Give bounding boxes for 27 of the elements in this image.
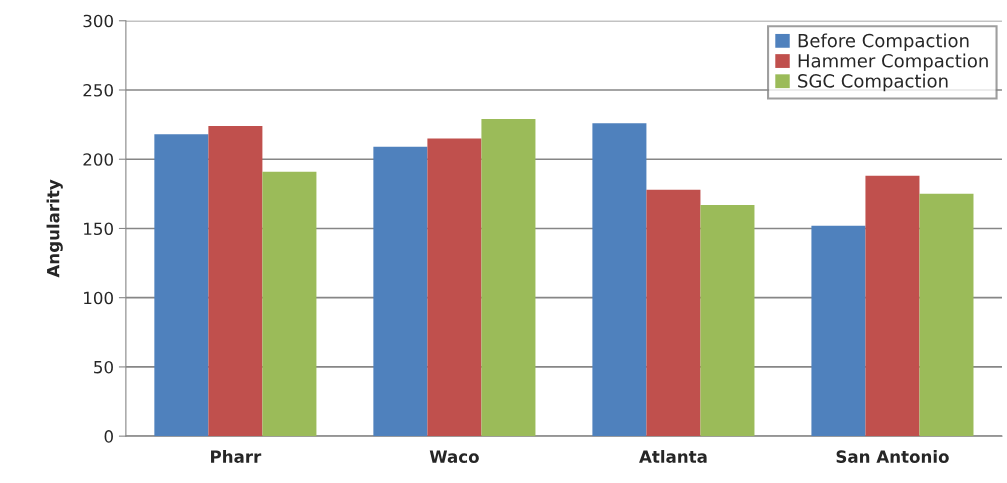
bar [592, 123, 647, 437]
y-tick-label: 100 [84, 291, 113, 305]
legend-label: Before Compaction [798, 33, 969, 51]
y-tick-label: 50 [94, 360, 113, 374]
bar [811, 225, 866, 437]
x-tick-label: Pharr [211, 450, 262, 463]
x-tick-label: San Antonio [836, 450, 949, 463]
y-tick-label: 250 [83, 83, 113, 97]
y-tick-label: 200 [83, 153, 113, 166]
legend-label: SGC Compaction [798, 73, 948, 92]
bar [373, 146, 428, 437]
bar [262, 171, 317, 437]
bar [865, 175, 920, 437]
bar [919, 193, 974, 437]
bar [481, 119, 536, 437]
x-tick-label: Waco [429, 450, 479, 463]
y-tick-label: 150 [84, 222, 113, 236]
y-tick-label: 300 [83, 14, 113, 28]
bar [154, 134, 209, 437]
bar [208, 126, 263, 437]
legend-label: Hammer Compaction [798, 53, 988, 72]
y-axis-title: Angularity [46, 179, 63, 278]
y-tick-label: 0 [104, 430, 113, 443]
x-tick-label: Atlanta [639, 450, 707, 463]
bar [427, 138, 482, 437]
bar [700, 204, 755, 437]
bar [646, 189, 701, 437]
